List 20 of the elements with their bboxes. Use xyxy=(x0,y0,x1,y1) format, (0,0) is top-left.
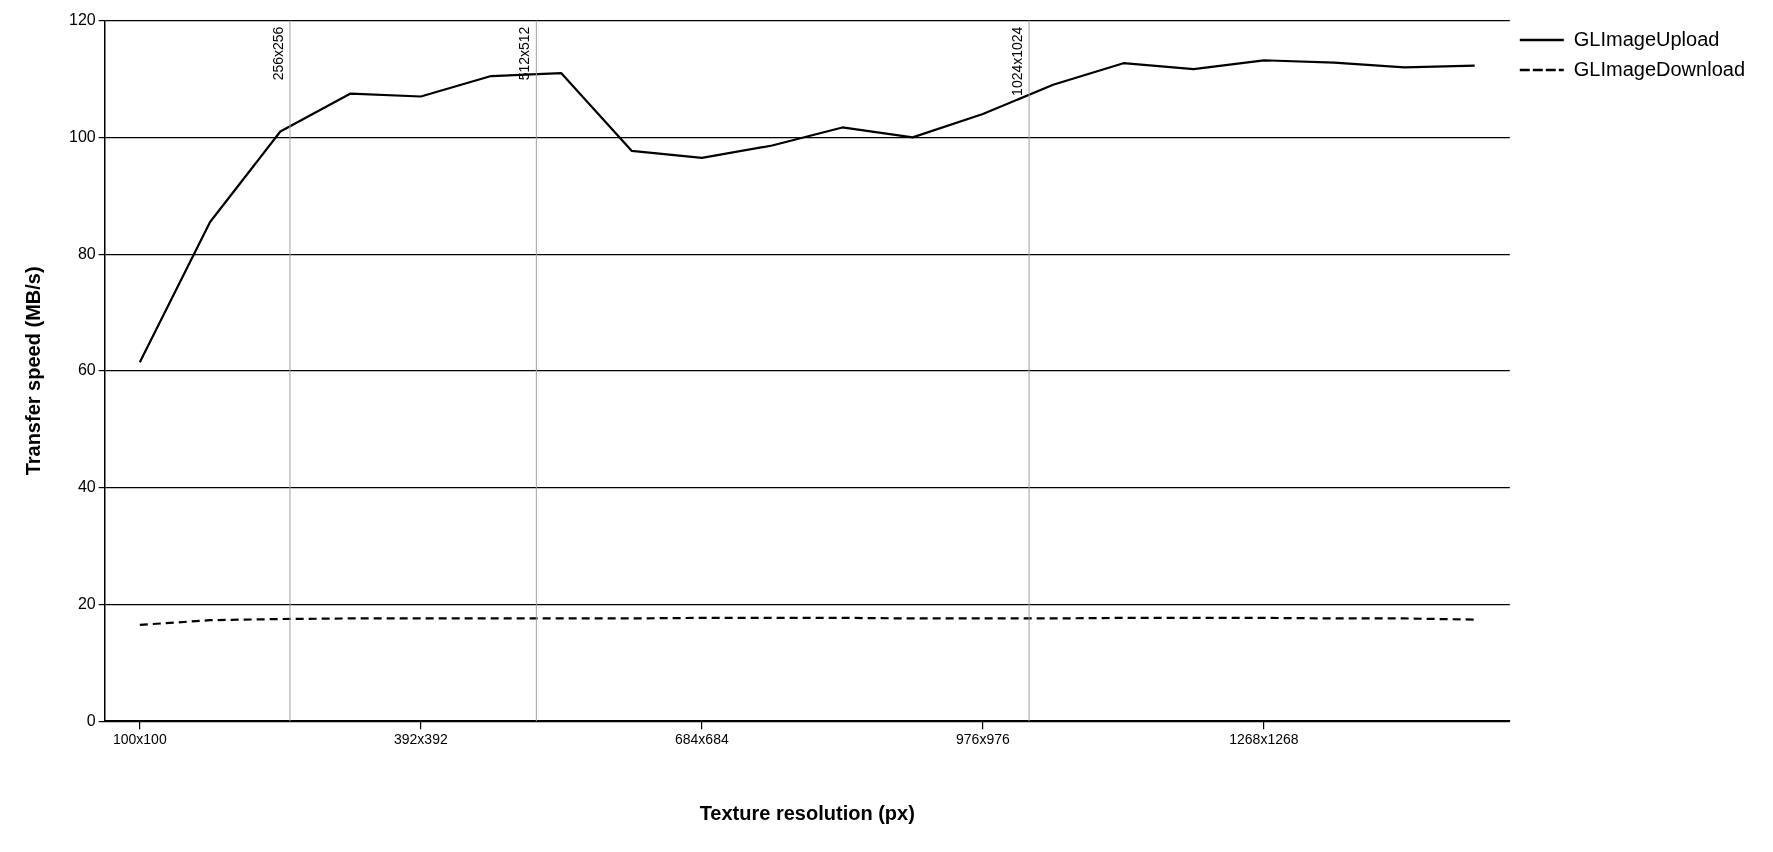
annotation: 512x512 xyxy=(516,26,533,81)
y-tick-label: 120 xyxy=(68,11,96,29)
x-tick-label: 684x684 xyxy=(675,731,729,748)
y-tick-label: 100 xyxy=(68,127,96,145)
line-series xyxy=(138,616,1476,626)
y-tick-label: 60 xyxy=(77,361,96,379)
legend-label: GLImageDownload xyxy=(1573,57,1746,80)
y-tick-label: 20 xyxy=(77,594,96,612)
y-tick-label: 0 xyxy=(86,711,96,729)
x-tick-label: 976x976 xyxy=(956,731,1010,748)
y-axis-title: Transfer speed (MB/s) xyxy=(21,266,44,476)
annotation: 1024x1024 xyxy=(1008,26,1025,96)
legend-label: GLImageUpload xyxy=(1573,27,1720,50)
x-tick-label: 1268x1268 xyxy=(1229,731,1299,748)
annotation: 256x256 xyxy=(269,26,286,81)
y-tick-label: 40 xyxy=(77,478,96,496)
x-axis-title: Texture resolution (px) xyxy=(699,801,915,824)
y-tick-label: 80 xyxy=(77,244,96,262)
x-tick-label: 100x100 xyxy=(112,731,167,748)
x-tick-label: 392x392 xyxy=(393,731,448,748)
